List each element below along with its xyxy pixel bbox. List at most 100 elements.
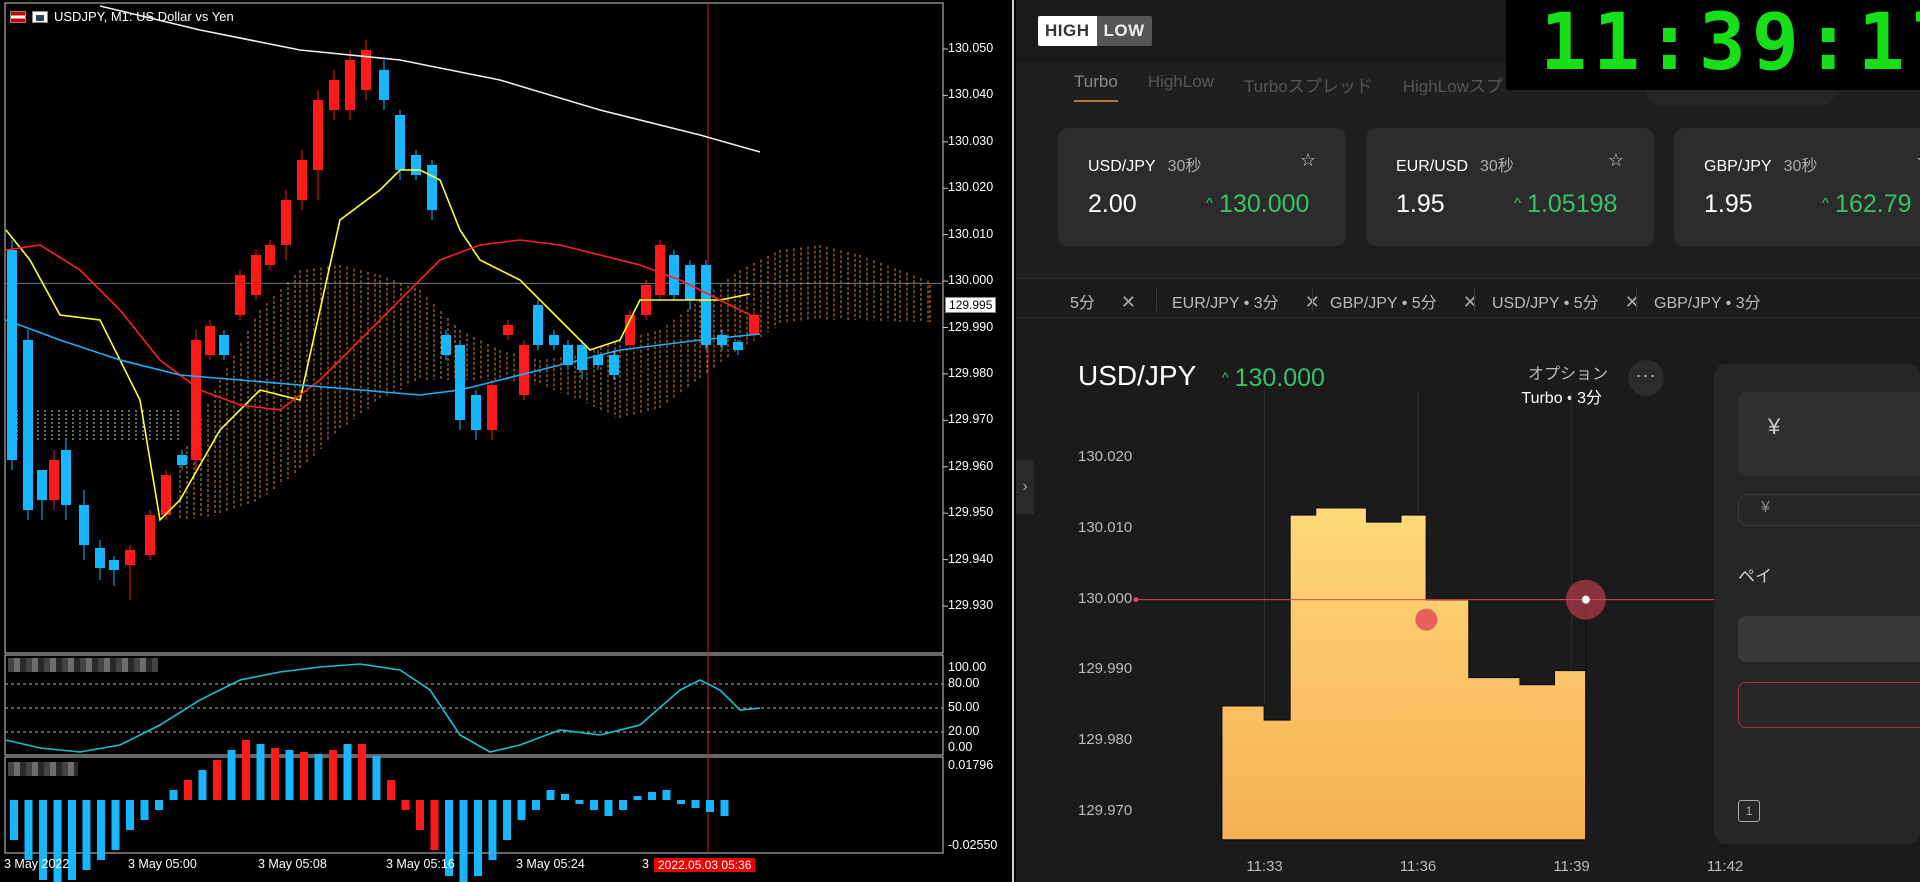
amount-preset[interactable]: ¥	[1738, 494, 1920, 526]
low-button[interactable]	[1738, 682, 1920, 728]
high-button[interactable]	[1738, 616, 1920, 662]
position-tab[interactable]: USD/JPY • 5分 ✕	[1492, 292, 1640, 312]
trade-panel: ¥ ¥ ペイ 1	[1714, 364, 1920, 844]
hist-bar	[445, 800, 453, 876]
candle-body	[441, 335, 451, 355]
hist-bar	[662, 790, 671, 800]
low-entry-marker	[1415, 608, 1438, 631]
ma-blue-line	[5, 319, 761, 396]
candle-body	[145, 515, 155, 555]
card-rate: ^ 130.000	[1206, 190, 1310, 218]
card-payout: 1.95	[1704, 190, 1753, 218]
hist-bar	[575, 800, 584, 804]
caret-up-icon: ^	[1822, 195, 1830, 212]
mt-current-price: 129.995	[945, 297, 997, 313]
option-value[interactable]: Turbo • 3分	[1521, 390, 1602, 407]
star-icon[interactable]: ☆	[1607, 150, 1624, 170]
position-tab[interactable]: 5分 ✕	[1070, 292, 1136, 312]
candle-body	[733, 342, 743, 350]
price-tick-label: 129.970	[948, 412, 994, 427]
tab-highlow-spread[interactable]: HighLowスプ	[1402, 77, 1503, 96]
candle-body	[313, 100, 323, 170]
hist-bar	[10, 800, 18, 840]
current-price-dot	[1581, 595, 1590, 604]
candle-body	[411, 155, 421, 175]
candle-body	[655, 245, 665, 295]
hist-bar	[97, 800, 105, 860]
close-icon[interactable]: ✕	[1462, 292, 1478, 312]
hist-bar	[242, 740, 250, 800]
hist-bar	[488, 800, 497, 860]
hist-bar	[459, 800, 468, 882]
time-tick-label: 3 May 05:00	[128, 857, 197, 871]
hist-bar	[314, 754, 323, 800]
hist-bar	[256, 744, 265, 800]
x-tick-label: 11:39	[1553, 858, 1590, 875]
hist-bar	[372, 756, 381, 800]
position-tab[interactable]: EUR/JPY • 3分✕	[1172, 289, 1320, 313]
caret-up-icon: ^	[1514, 195, 1522, 212]
candle-body	[7, 250, 17, 460]
card-rate: ^ 162.79	[1822, 190, 1912, 218]
hist-bar	[691, 800, 700, 808]
logo-high: HIGH	[1038, 16, 1097, 46]
position-tab[interactable]: GBP/JPY • 3分	[1654, 295, 1761, 312]
candle-body	[487, 385, 497, 430]
chevron-right-icon[interactable]: ›	[1016, 460, 1034, 514]
one-click-icon[interactable]: 1	[1738, 800, 1760, 822]
card-rate: ^ 1.05198	[1514, 190, 1618, 218]
hist-bar	[24, 800, 33, 860]
price-tick-label: 130.040	[948, 87, 994, 102]
candle-body	[609, 355, 619, 375]
hist-bar	[720, 800, 729, 816]
y-tick-label: 130.000	[1078, 589, 1133, 607]
hist-bar	[53, 800, 62, 882]
osc-indicator-label	[8, 658, 158, 672]
card-payout: 1.95	[1396, 190, 1445, 218]
candle-body	[717, 335, 727, 345]
candle-body	[205, 326, 215, 355]
asset-card[interactable]: USD/JPY 30秒 ☆ 2.00 ^ 130.000	[1058, 128, 1346, 246]
hist-bar	[39, 800, 47, 880]
kijun-line	[5, 239, 761, 411]
hist-bar	[184, 780, 192, 800]
hist-bar	[300, 752, 308, 800]
candle-body	[177, 455, 187, 465]
star-icon[interactable]: ☆	[1299, 150, 1316, 170]
time-tick-label: 3 May 2022	[4, 857, 70, 871]
candle-body	[685, 265, 695, 300]
hist-bar	[677, 800, 685, 804]
more-icon[interactable]: ···	[1628, 360, 1664, 396]
star-icon[interactable]: ☆	[1916, 150, 1920, 171]
hist-bar	[198, 770, 207, 800]
price-tick-label: 129.940	[948, 551, 994, 566]
y-tick-label: 130.010	[1078, 518, 1133, 536]
amount-input[interactable]: ¥	[1738, 392, 1920, 476]
hist-tick-label: -0.02550	[948, 838, 998, 852]
hist-bar	[430, 800, 439, 850]
position-tab[interactable]: GBP/JPY • 5分 ✕	[1330, 292, 1478, 312]
payout-label: ペイ	[1738, 567, 1772, 586]
tab-turbo[interactable]: Turbo	[1074, 72, 1118, 102]
hist-bar	[271, 748, 279, 800]
close-icon[interactable]: ✕	[1120, 292, 1136, 312]
price-area-chart[interactable]	[1016, 320, 1920, 882]
candle-body	[235, 275, 245, 315]
tab-turbo-spread[interactable]: Turboスプレッド	[1243, 77, 1373, 96]
price-tick-label: 130.030	[948, 133, 994, 148]
price-tick-label: 130.020	[948, 180, 994, 195]
mt-chart-canvas[interactable]	[0, 0, 1014, 882]
price-tick-label: 129.980	[948, 365, 994, 380]
hist-bar	[140, 800, 149, 820]
candle-body	[297, 160, 307, 200]
highlow-logo[interactable]: HIGH LOW	[1038, 16, 1152, 46]
candle-body	[379, 70, 389, 100]
price-tick-label: 129.950	[948, 505, 994, 520]
tab-highlow[interactable]: HighLow	[1147, 72, 1214, 91]
asset-card[interactable]: EUR/USD 30秒 ☆ 1.95 ^ 1.05198	[1366, 128, 1654, 246]
candle-body	[549, 335, 559, 345]
metatrader-panel: USDJPY, M1: US Dollar vs Yen 129.995 202…	[0, 0, 1014, 882]
close-icon[interactable]: ✕	[1624, 292, 1640, 312]
price-area	[1220, 507, 1587, 841]
